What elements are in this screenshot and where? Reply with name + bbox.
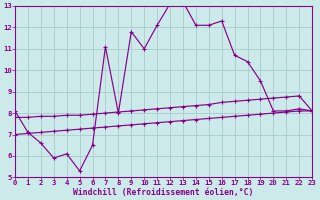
X-axis label: Windchill (Refroidissement éolien,°C): Windchill (Refroidissement éolien,°C) [73, 188, 254, 197]
